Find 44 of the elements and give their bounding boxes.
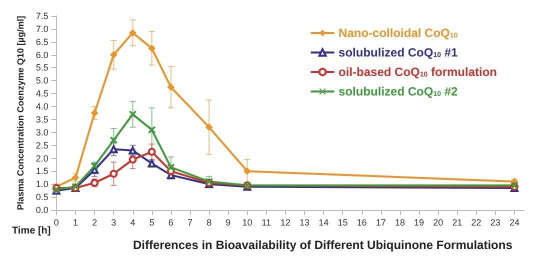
y-tick-label: 5.0 bbox=[36, 76, 48, 86]
x-tick-label: 5 bbox=[149, 218, 154, 228]
y-tick-label: 6.0 bbox=[36, 50, 48, 60]
x-tick-label: 20 bbox=[433, 218, 444, 228]
x-tick-label: 21 bbox=[452, 218, 462, 228]
x-tick-label: 22 bbox=[471, 218, 482, 228]
x-tick-label: 12 bbox=[280, 218, 290, 228]
y-tick-label: 7.0 bbox=[36, 24, 48, 34]
x-tick-label: 17 bbox=[376, 218, 386, 228]
x-tick-label: 1 bbox=[72, 218, 78, 228]
x-tick-label: 10 bbox=[242, 218, 252, 228]
y-tick-label: 3.0 bbox=[36, 127, 48, 138]
y-tick-label: 2.5 bbox=[36, 140, 48, 150]
x-tick-label: 15 bbox=[338, 218, 348, 228]
y-tick-label: 0.0 bbox=[36, 205, 48, 215]
y-tick-label: 1.0 bbox=[36, 179, 48, 190]
y-tick-label: 1.5 bbox=[36, 166, 48, 176]
text: Differences in Bioavailability of Different Ubiquinone Formulations bbox=[133, 238, 513, 252]
x-tick-label: 13 bbox=[300, 218, 310, 228]
x-tick-label: 23 bbox=[490, 218, 500, 228]
y-tick-label: 4.5 bbox=[36, 88, 48, 99]
x-tick-label: 7 bbox=[188, 218, 193, 228]
y-axis-title: Plasma Concentration Coenzyme Q10 [µg/ml] bbox=[16, 16, 26, 210]
y-tick-label: 0.5 bbox=[36, 192, 48, 202]
x-tick-label: 16 bbox=[356, 218, 367, 228]
x-tick-label: 14 bbox=[318, 218, 329, 228]
x-tick-label: 0 bbox=[54, 218, 59, 228]
x-tick-label: 8 bbox=[206, 218, 212, 228]
x-tick-label: 11 bbox=[262, 218, 272, 228]
y-tick-label: 5.5 bbox=[36, 62, 48, 73]
x-axis-title: Time [h] bbox=[12, 226, 51, 236]
x-tick-label: 24 bbox=[509, 218, 520, 228]
y-tick-label: 3.5 bbox=[36, 114, 48, 124]
y-tick-label: 6.5 bbox=[36, 36, 48, 47]
x-tick-label: 2 bbox=[92, 218, 98, 228]
y-tick-label: 2.0 bbox=[36, 153, 48, 164]
x-tick-label: 19 bbox=[414, 218, 424, 228]
x-tick-label: 9 bbox=[226, 218, 231, 228]
x-tick-label: 3 bbox=[111, 218, 116, 228]
x-tick-label: 4 bbox=[130, 218, 136, 228]
y-tick-label: 4.0 bbox=[36, 102, 48, 112]
y-tick-label: 7.5 bbox=[36, 11, 48, 21]
x-tick-label: 18 bbox=[394, 218, 405, 228]
x-tick-label: 6 bbox=[168, 218, 174, 228]
